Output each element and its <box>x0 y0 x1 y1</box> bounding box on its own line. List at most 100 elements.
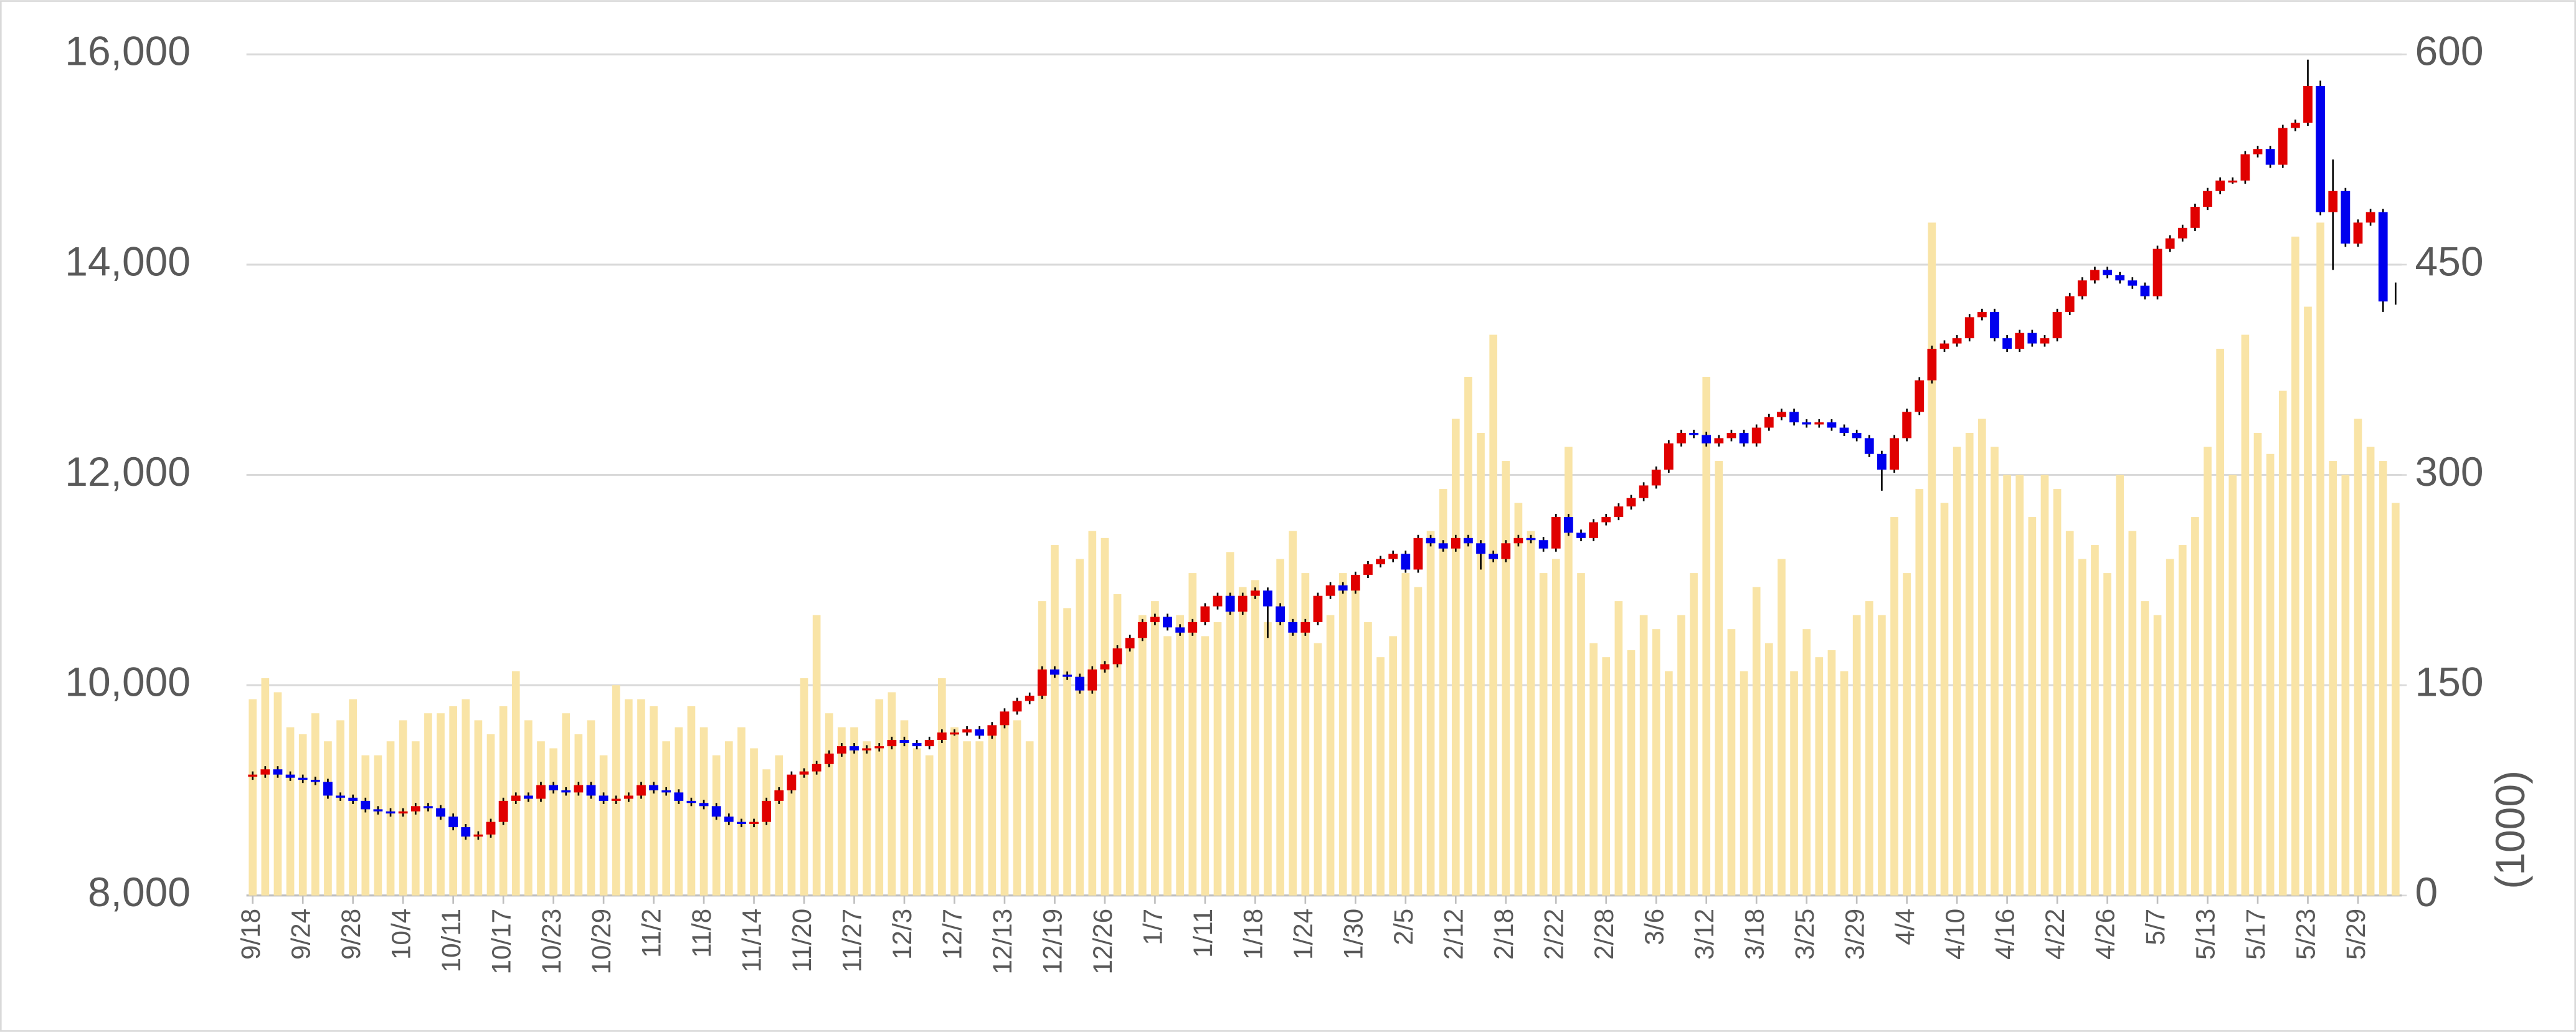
volume-bar <box>1764 643 1773 896</box>
y2-tick-label: 300 <box>2415 448 2484 495</box>
x-tick-label: 3/6 <box>1639 909 1669 945</box>
candle-body <box>1639 485 1649 498</box>
volume-bar <box>662 741 671 896</box>
volume-bar <box>1326 615 1335 896</box>
volume-bar <box>2266 453 2275 896</box>
candle-body <box>1163 617 1172 628</box>
volume-bar <box>1176 615 1184 896</box>
volume-bar <box>1101 537 1109 896</box>
volume-bar <box>324 741 332 896</box>
volume-bar <box>486 734 495 896</box>
y-tick-label: 14,000 <box>65 238 191 284</box>
candle-body <box>1702 435 1712 443</box>
volume-bar <box>1238 587 1247 896</box>
volume-bar <box>1301 573 1310 896</box>
volume-bar <box>825 713 833 896</box>
volume-bar <box>888 692 896 896</box>
volume-bar <box>1551 559 1560 896</box>
volume-bar <box>2278 391 2287 896</box>
y-tick-label: 8,000 <box>88 869 191 915</box>
volume-bar <box>1627 650 1636 896</box>
x-tick-label: 5/23 <box>2291 909 2321 960</box>
volume-bar <box>1702 376 1711 896</box>
candle-body <box>1626 498 1636 507</box>
candle-body <box>386 811 395 814</box>
candle-body <box>649 785 658 791</box>
candle-body <box>361 800 371 810</box>
x-tick-label: 3/29 <box>1840 909 1869 960</box>
candle-body <box>2077 280 2087 296</box>
x-tick-label: 11/2 <box>637 909 666 958</box>
y-tick-label: 10,000 <box>65 659 191 705</box>
candle-body <box>686 800 696 803</box>
volume-bar <box>1991 447 1999 896</box>
candle-body <box>536 785 546 799</box>
candle-body <box>812 764 822 772</box>
volume-bar <box>2228 475 2237 896</box>
volume-bar <box>1389 636 1398 896</box>
candle-body <box>1112 648 1122 665</box>
x-tick-label: 9/24 <box>286 909 315 960</box>
candle-body <box>1714 438 1724 443</box>
volume-bar <box>2116 475 2124 896</box>
candle-body <box>1100 664 1110 670</box>
candle-body <box>273 769 283 775</box>
volume-bar <box>1639 615 1648 896</box>
volume-bar <box>1865 601 1873 896</box>
volume-bar <box>1665 671 1673 896</box>
candle-body <box>1990 311 1999 339</box>
volume-bar <box>1125 643 1134 896</box>
candle-body <box>1664 443 1674 470</box>
volume-bar <box>511 671 520 896</box>
volume-bar <box>712 755 721 896</box>
candle-body <box>1413 537 1423 570</box>
candle-body <box>1276 606 1285 622</box>
candle-body <box>2290 123 2300 128</box>
candle-body <box>2027 333 2037 344</box>
volume-bar <box>1451 419 1460 896</box>
x-tick-label: 11/8 <box>687 909 716 958</box>
volume-bar <box>1965 433 1974 896</box>
candle-body <box>2328 191 2338 212</box>
volume-bar <box>762 769 770 896</box>
x-tick-label: 12/19 <box>1038 909 1068 975</box>
volume-bar <box>1614 601 1623 896</box>
candle-body <box>1839 427 1849 433</box>
candle-body <box>1764 417 1774 428</box>
volume-bar <box>2341 475 2350 896</box>
candle-body <box>711 806 721 817</box>
volume-bar <box>1740 671 1748 896</box>
volume-bar <box>1076 559 1084 896</box>
candle-body <box>749 821 759 825</box>
candle-body <box>1915 380 1925 412</box>
volume-bar <box>988 727 997 896</box>
candle-body <box>1426 537 1436 544</box>
volume-bar <box>474 720 483 896</box>
x-tick-label: 10/23 <box>537 909 566 975</box>
volume-bar <box>2191 517 2199 896</box>
candle-body <box>561 790 571 793</box>
candle-body <box>1288 622 1298 633</box>
volume-bar <box>336 720 344 896</box>
volume-bar <box>1940 503 1949 896</box>
candle-body <box>1890 438 1899 470</box>
volume-bar <box>462 699 470 896</box>
volume-bar <box>612 685 620 896</box>
candle-body <box>975 729 985 736</box>
candle-body <box>837 746 846 754</box>
volume-bar <box>1426 531 1435 896</box>
x-tick-label: 4/10 <box>1940 909 1969 960</box>
candle-body <box>1501 543 1511 559</box>
volume-bar <box>386 741 395 896</box>
x-tick-label: 10/4 <box>386 909 415 960</box>
x-tick-label: 3/18 <box>1740 909 1769 960</box>
volume-bar <box>938 678 946 896</box>
candle-body <box>1175 627 1185 633</box>
candle-body <box>1125 638 1135 649</box>
candle-body <box>623 795 633 799</box>
candle-body <box>737 821 746 825</box>
volume-bar <box>1289 531 1297 896</box>
candle-body <box>1350 574 1360 591</box>
x-tick-label: 2/12 <box>1439 909 1468 960</box>
